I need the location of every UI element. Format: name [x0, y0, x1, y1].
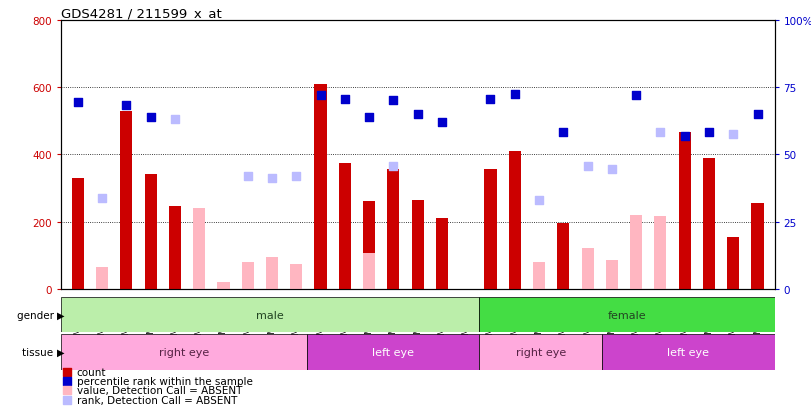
Point — [363, 115, 375, 121]
Point — [169, 116, 182, 123]
Text: value, Detection Call = ABSENT: value, Detection Call = ABSENT — [76, 385, 242, 395]
Point — [629, 93, 642, 100]
Text: ▶: ▶ — [57, 310, 64, 320]
Bar — [307, 335, 479, 370]
Bar — [71, 178, 84, 289]
Point — [387, 163, 400, 170]
Bar — [120, 111, 132, 289]
Bar — [679, 133, 691, 289]
Point — [265, 175, 278, 182]
Bar — [479, 297, 775, 332]
Bar — [606, 261, 618, 289]
Text: right eye: right eye — [159, 347, 209, 357]
Text: rank, Detection Call = ABSENT: rank, Detection Call = ABSENT — [76, 394, 237, 405]
Bar — [242, 262, 254, 289]
Point — [120, 103, 133, 109]
Bar — [412, 200, 423, 289]
Text: ▶: ▶ — [57, 347, 64, 357]
Bar — [752, 204, 764, 289]
Bar — [61, 297, 479, 332]
Point — [678, 133, 691, 140]
Point — [144, 115, 157, 121]
Text: female: female — [607, 310, 646, 320]
Point — [533, 197, 546, 204]
Bar — [484, 170, 496, 289]
Point — [60, 396, 73, 403]
Point — [338, 96, 351, 103]
Point — [727, 131, 740, 138]
Bar — [290, 264, 303, 289]
Bar — [630, 215, 642, 289]
Text: count: count — [76, 367, 106, 377]
Bar — [315, 84, 327, 289]
Point — [484, 96, 497, 103]
Point — [60, 368, 73, 375]
Bar — [339, 163, 351, 289]
Point — [751, 111, 764, 118]
Text: percentile rank within the sample: percentile rank within the sample — [76, 376, 252, 386]
Point — [411, 111, 424, 118]
Text: right eye: right eye — [516, 347, 566, 357]
Point — [654, 130, 667, 136]
Bar — [533, 262, 545, 289]
Point — [71, 100, 84, 106]
Point — [60, 377, 73, 384]
Point — [581, 163, 594, 170]
Point — [605, 167, 618, 173]
Bar — [703, 158, 715, 289]
Point — [96, 195, 109, 202]
Bar — [193, 209, 205, 289]
Text: tissue: tissue — [23, 347, 57, 357]
Bar — [479, 335, 603, 370]
Bar — [436, 218, 448, 289]
Bar — [217, 282, 230, 289]
Point — [241, 173, 254, 180]
Text: left eye: left eye — [667, 347, 710, 357]
Point — [387, 98, 400, 104]
Bar — [388, 170, 400, 289]
Point — [60, 387, 73, 394]
Point — [314, 93, 327, 100]
Bar — [363, 254, 375, 289]
Bar — [557, 224, 569, 289]
Bar — [727, 237, 740, 289]
Bar — [581, 249, 594, 289]
Bar — [266, 257, 278, 289]
Bar — [363, 202, 375, 289]
Text: male: male — [256, 310, 284, 320]
Bar — [61, 335, 307, 370]
Bar — [96, 267, 108, 289]
Point — [436, 120, 448, 126]
Bar — [508, 152, 521, 289]
Bar — [603, 335, 775, 370]
Bar — [144, 175, 157, 289]
Text: gender: gender — [16, 310, 57, 320]
Text: left eye: left eye — [372, 347, 414, 357]
Bar — [654, 217, 667, 289]
Point — [702, 130, 715, 136]
Text: GDS4281 / 211599_x_at: GDS4281 / 211599_x_at — [61, 7, 221, 19]
Point — [557, 130, 570, 136]
Point — [508, 91, 521, 98]
Bar — [169, 207, 181, 289]
Point — [290, 173, 303, 180]
